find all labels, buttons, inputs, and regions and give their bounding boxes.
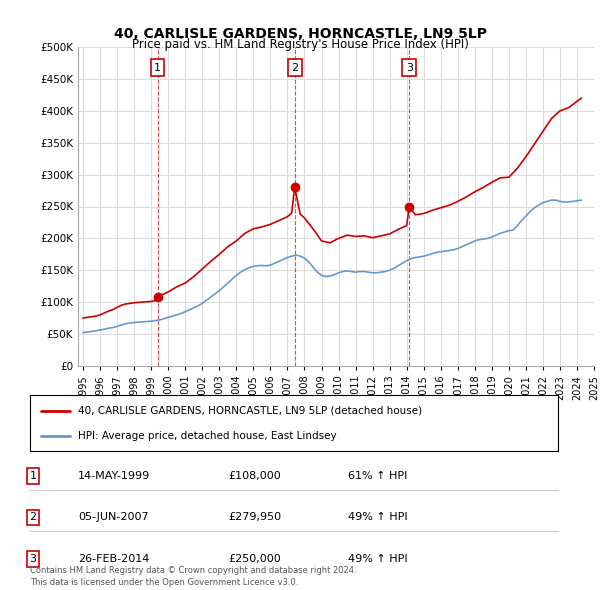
Text: 49% ↑ HPI: 49% ↑ HPI (348, 513, 407, 522)
Text: £279,950: £279,950 (228, 513, 281, 522)
Text: 1: 1 (154, 63, 161, 73)
Text: HPI: Average price, detached house, East Lindsey: HPI: Average price, detached house, East… (77, 431, 336, 441)
Text: 1: 1 (29, 471, 37, 481)
Text: 3: 3 (406, 63, 413, 73)
Text: 2: 2 (29, 513, 37, 522)
Text: 05-JUN-2007: 05-JUN-2007 (78, 513, 149, 522)
Text: £108,000: £108,000 (228, 471, 281, 481)
Text: Price paid vs. HM Land Registry's House Price Index (HPI): Price paid vs. HM Land Registry's House … (131, 38, 469, 51)
Text: 14-MAY-1999: 14-MAY-1999 (78, 471, 150, 481)
Text: 49% ↑ HPI: 49% ↑ HPI (348, 554, 407, 563)
Text: £250,000: £250,000 (228, 554, 281, 563)
Text: 40, CARLISLE GARDENS, HORNCASTLE, LN9 5LP: 40, CARLISLE GARDENS, HORNCASTLE, LN9 5L… (113, 27, 487, 41)
Text: 3: 3 (29, 554, 37, 563)
Text: 40, CARLISLE GARDENS, HORNCASTLE, LN9 5LP (detached house): 40, CARLISLE GARDENS, HORNCASTLE, LN9 5L… (77, 406, 422, 416)
Text: Contains HM Land Registry data © Crown copyright and database right 2024.
This d: Contains HM Land Registry data © Crown c… (30, 566, 356, 587)
Text: 61% ↑ HPI: 61% ↑ HPI (348, 471, 407, 481)
Text: 2: 2 (291, 63, 298, 73)
Text: 26-FEB-2014: 26-FEB-2014 (78, 554, 149, 563)
